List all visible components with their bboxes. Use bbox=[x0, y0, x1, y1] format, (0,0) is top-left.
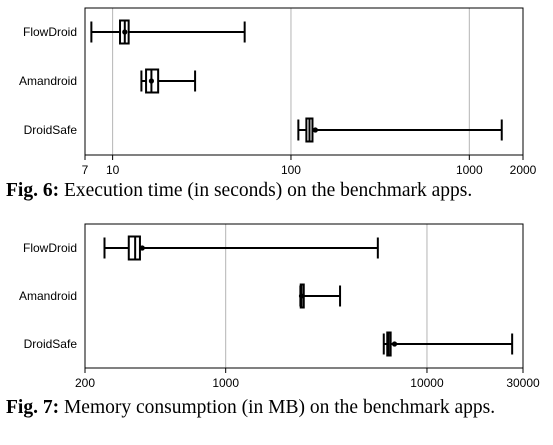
x-tick-label: 200 bbox=[75, 376, 95, 390]
x-tick-label: 7 bbox=[82, 163, 89, 177]
caption-number: Fig. 6 bbox=[6, 180, 53, 201]
mean-marker bbox=[312, 127, 318, 133]
row-label: FlowDroid bbox=[23, 25, 77, 39]
x-tick-label: 10 bbox=[106, 163, 120, 177]
row-label: FlowDroid bbox=[23, 241, 77, 255]
figure-caption: Fig. 6: Execution time (in seconds) on t… bbox=[6, 180, 473, 201]
plot-frame bbox=[84, 223, 524, 369]
caption-text: Execution time (in seconds) on the bench… bbox=[63, 180, 473, 201]
figure-memory-consumption: 200 1000 10000 30000 FlowDroid Amandroid Droid… bbox=[0, 215, 553, 445]
mean-marker bbox=[298, 293, 305, 299]
x-tick-label: 100 bbox=[281, 163, 301, 177]
figure-execution-time: 7 10 100 1000 2000 FlowDroid Amandroid DroidSaf… bbox=[0, 0, 553, 215]
execution-time-boxplot: 7 10 100 1000 2000 FlowDroid Amandroid DroidSaf… bbox=[19, 7, 537, 177]
row-label: DroidSafe bbox=[24, 337, 78, 351]
plot-frame bbox=[84, 7, 524, 156]
x-tick-label: 1000 bbox=[212, 376, 239, 390]
mean-marker bbox=[122, 29, 128, 35]
caption-number: Fig. 7 bbox=[6, 397, 53, 418]
mean-marker bbox=[148, 78, 155, 84]
x-tick-label: 1000 bbox=[456, 163, 483, 177]
x-tick-label: 10000 bbox=[410, 376, 444, 390]
mean-marker bbox=[139, 245, 145, 251]
row-label: Amandroid bbox=[19, 74, 77, 88]
row-label: DroidSafe bbox=[24, 123, 78, 137]
x-tick-label: 30000 bbox=[506, 376, 540, 390]
figure-caption: Fig. 7: Memory consumption (in MB) on th… bbox=[6, 397, 496, 418]
caption-text: Memory consumption (in MB) on the benchm… bbox=[63, 397, 496, 418]
x-tick-label: 2000 bbox=[510, 163, 537, 177]
row-label: Amandroid bbox=[19, 289, 77, 303]
mean-marker bbox=[391, 341, 398, 347]
memory-consumption-boxplot: 200 1000 10000 30000 FlowDroid Amandroid Droid… bbox=[19, 223, 540, 390]
